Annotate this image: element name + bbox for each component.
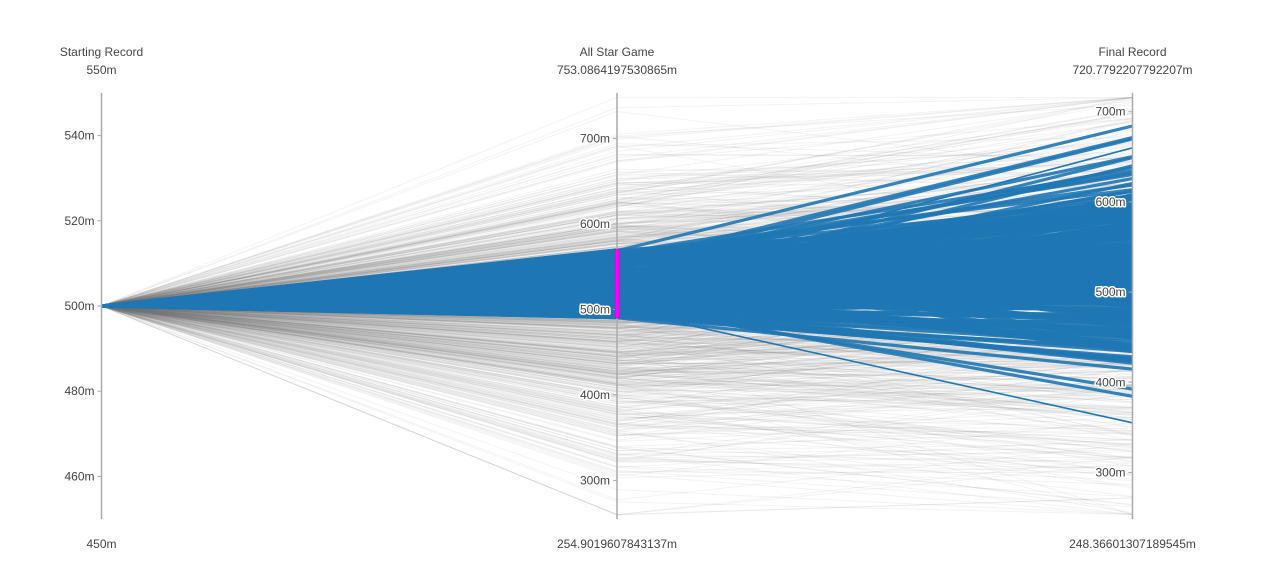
axis-title: Starting Record: [60, 45, 143, 59]
axis-range-min-label: 450m: [86, 537, 116, 551]
axis-tick-label: 600m: [580, 217, 610, 231]
axis-tick-label: 400m: [580, 388, 610, 402]
axis-tick-label: 500m: [64, 299, 94, 313]
axis-tick-label: 300m: [580, 473, 610, 487]
axis-starting-record[interactable]: Starting Record 550m 450m 460m 480m 500m 520m 5…: [60, 45, 143, 551]
axis-tick-label: 500m: [1095, 285, 1125, 299]
axis-range-min-label: 248.36601307189545m: [1069, 537, 1196, 551]
axis-range-max-label: 753.0864197530865m: [557, 63, 677, 77]
axis-final-record[interactable]: Final Record 720.7792207792207m 248.366013…: [1069, 45, 1196, 551]
axis-tick-label: 600m: [1095, 195, 1125, 209]
axis-tick-label: 300m: [1095, 465, 1125, 479]
axis-tick-label: 460m: [64, 469, 94, 483]
axes-layer: Starting Record 550m 450m 460m 480m 500m 520m 5…: [60, 45, 1196, 551]
axis-tick-label: 540m: [64, 129, 94, 143]
axis-tick-label: 700m: [580, 131, 610, 145]
axis-range-max-label: 720.7792207792207m: [1072, 63, 1192, 77]
axis-all-star-game[interactable]: All Star Game 753.0864197530865m 254.90196…: [557, 45, 677, 551]
axis-range-max-label: 550m: [86, 63, 116, 77]
axis-tick-label: 700m: [1095, 105, 1125, 119]
constraint-range-brush[interactable]: [614, 249, 620, 319]
axis-tick-label: 480m: [64, 384, 94, 398]
axis-tick-label: 400m: [1095, 375, 1125, 389]
axis-tick-label: 500m: [580, 302, 610, 316]
axis-title: Final Record: [1098, 45, 1166, 59]
axis-title: All Star Game: [580, 45, 655, 59]
axis-tick-label: 520m: [64, 214, 94, 228]
axis-range-min-label: 254.9019607843137m: [557, 537, 677, 551]
